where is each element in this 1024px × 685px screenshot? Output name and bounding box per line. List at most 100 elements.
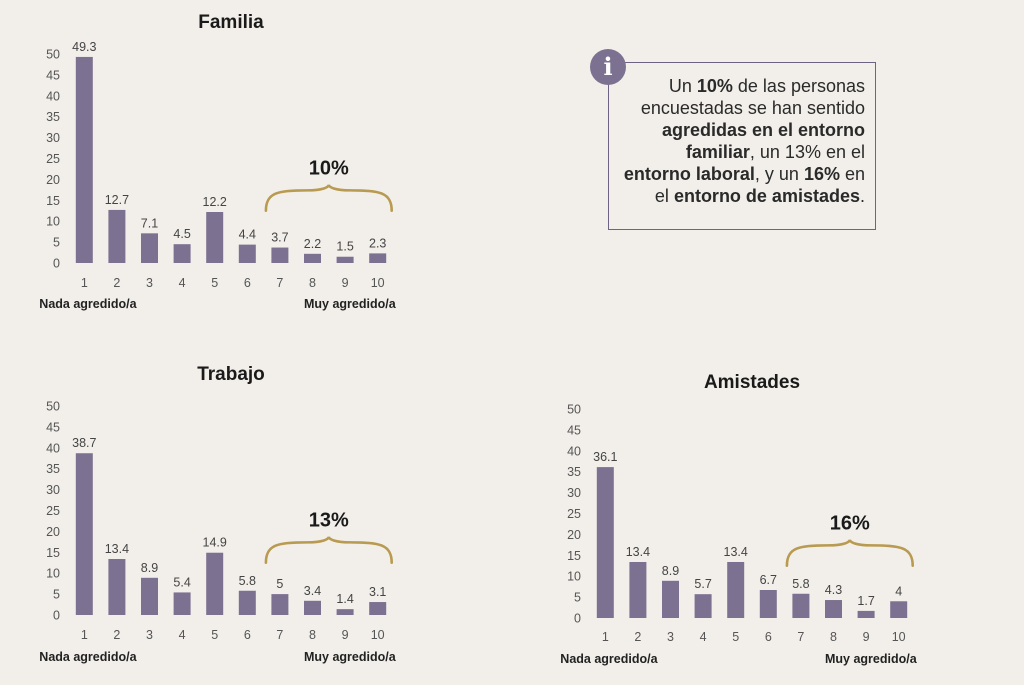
y-tick-label: 20 xyxy=(46,173,60,187)
x-tick-label: 1 xyxy=(81,628,88,642)
bar-value-label: 6.7 xyxy=(760,573,777,587)
y-tick-label: 20 xyxy=(46,525,60,539)
y-tick-label: 30 xyxy=(567,486,581,500)
y-tick-label: 50 xyxy=(46,400,60,414)
y-tick-label: 0 xyxy=(53,609,60,623)
bar-value-label: 12.7 xyxy=(105,193,129,207)
y-tick-label: 30 xyxy=(46,131,60,145)
y-tick-label: 35 xyxy=(46,462,60,476)
y-tick-label: 0 xyxy=(53,257,60,271)
x-tick-label: 7 xyxy=(276,628,283,642)
y-tick-label: 40 xyxy=(46,89,60,103)
bar xyxy=(629,561,647,618)
bar xyxy=(206,552,224,615)
bar xyxy=(206,212,224,263)
bar xyxy=(173,592,191,615)
bar-value-label: 3.4 xyxy=(304,584,321,598)
bar-value-label: 12.2 xyxy=(203,195,227,209)
bar xyxy=(792,593,810,618)
x-tick-label: 6 xyxy=(244,628,251,642)
bar-value-label: 3.7 xyxy=(271,231,288,245)
bar-value-label: 5.8 xyxy=(239,574,256,588)
bar-value-label: 7.1 xyxy=(141,216,158,230)
bar xyxy=(141,577,158,615)
y-tick-label: 40 xyxy=(567,444,581,458)
bar xyxy=(336,256,354,263)
bar-value-label: 5.7 xyxy=(694,577,711,591)
bar-value-label: 2.3 xyxy=(369,236,386,250)
y-tick-label: 5 xyxy=(53,236,60,250)
bar xyxy=(336,609,354,615)
bar-value-label: 5.4 xyxy=(173,575,190,589)
annotation-label: 16% xyxy=(830,513,870,535)
chart-title: Trabajo xyxy=(197,364,265,385)
bar-value-label: 8.9 xyxy=(141,561,158,575)
bar xyxy=(369,602,387,615)
x-tick-label: 8 xyxy=(309,628,316,642)
y-tick-label: 35 xyxy=(567,465,581,479)
info-text-segment: , y un xyxy=(754,164,804,184)
x-tick-label: 9 xyxy=(342,628,349,642)
bar-value-label: 4 xyxy=(895,584,902,598)
bar-value-label: 1.4 xyxy=(336,592,353,606)
bar xyxy=(694,594,712,618)
x-tick-label: 6 xyxy=(765,630,772,644)
y-tick-label: 15 xyxy=(46,546,60,560)
x-axis-label-left: Nada agredido/a xyxy=(560,652,658,666)
y-tick-label: 35 xyxy=(46,110,60,124)
x-tick-label: 2 xyxy=(113,628,120,642)
y-tick-label: 10 xyxy=(567,570,581,584)
bar xyxy=(304,600,321,615)
info-text-segment: de las personas encuestadas se han senti… xyxy=(640,76,865,118)
x-tick-label: 3 xyxy=(667,630,674,644)
x-axis-label-left: Nada agredido/a xyxy=(39,650,137,664)
bar xyxy=(759,589,777,618)
x-tick-label: 10 xyxy=(371,276,385,290)
bar-value-label: 1.7 xyxy=(857,594,874,608)
bar-value-label: 49.3 xyxy=(72,40,96,54)
x-axis-label-right: Muy agredido/a xyxy=(825,652,918,666)
y-tick-label: 25 xyxy=(46,504,60,518)
x-axis-label-left: Nada agredido/a xyxy=(39,297,137,311)
bar-value-label: 4.3 xyxy=(825,583,842,597)
x-tick-label: 10 xyxy=(892,630,906,644)
bar-value-label: 36.1 xyxy=(593,450,617,464)
y-tick-label: 10 xyxy=(46,215,60,229)
x-tick-label: 5 xyxy=(732,630,739,644)
info-text-segment: entorno de amistades xyxy=(673,186,860,206)
y-tick-label: 5 xyxy=(53,588,60,602)
y-tick-label: 0 xyxy=(574,612,581,626)
y-tick-label: 30 xyxy=(46,483,60,497)
bar xyxy=(727,561,745,618)
bar-value-label: 4.5 xyxy=(173,227,190,241)
x-axis-label-right: Muy agredido/a xyxy=(304,297,397,311)
bar xyxy=(271,247,289,263)
bar xyxy=(238,590,256,615)
x-tick-label: 1 xyxy=(81,276,88,290)
bar xyxy=(825,600,842,618)
x-tick-label: 1 xyxy=(602,630,609,644)
bar-value-label: 5 xyxy=(276,577,283,591)
bar xyxy=(108,209,126,263)
x-tick-label: 8 xyxy=(830,630,837,644)
x-tick-label: 4 xyxy=(179,628,186,642)
y-tick-label: 15 xyxy=(567,549,581,563)
y-tick-label: 25 xyxy=(567,507,581,521)
x-tick-label: 7 xyxy=(276,276,283,290)
annotation-brace xyxy=(264,184,393,212)
bar-value-label: 3.1 xyxy=(369,585,386,599)
annotation-brace xyxy=(264,536,393,564)
bar xyxy=(141,233,158,263)
info-text-segment: . xyxy=(859,186,865,206)
annotation-label: 10% xyxy=(309,158,349,180)
y-tick-label: 25 xyxy=(46,152,60,166)
x-tick-label: 8 xyxy=(309,276,316,290)
y-tick-label: 45 xyxy=(46,420,60,434)
bar xyxy=(857,610,875,618)
x-tick-label: 3 xyxy=(146,276,153,290)
chart-title: Familia xyxy=(198,12,264,33)
y-tick-label: 40 xyxy=(46,441,60,455)
x-tick-label: 2 xyxy=(113,276,120,290)
info-text-segment: agredidas en el entorno familiar xyxy=(661,120,865,162)
